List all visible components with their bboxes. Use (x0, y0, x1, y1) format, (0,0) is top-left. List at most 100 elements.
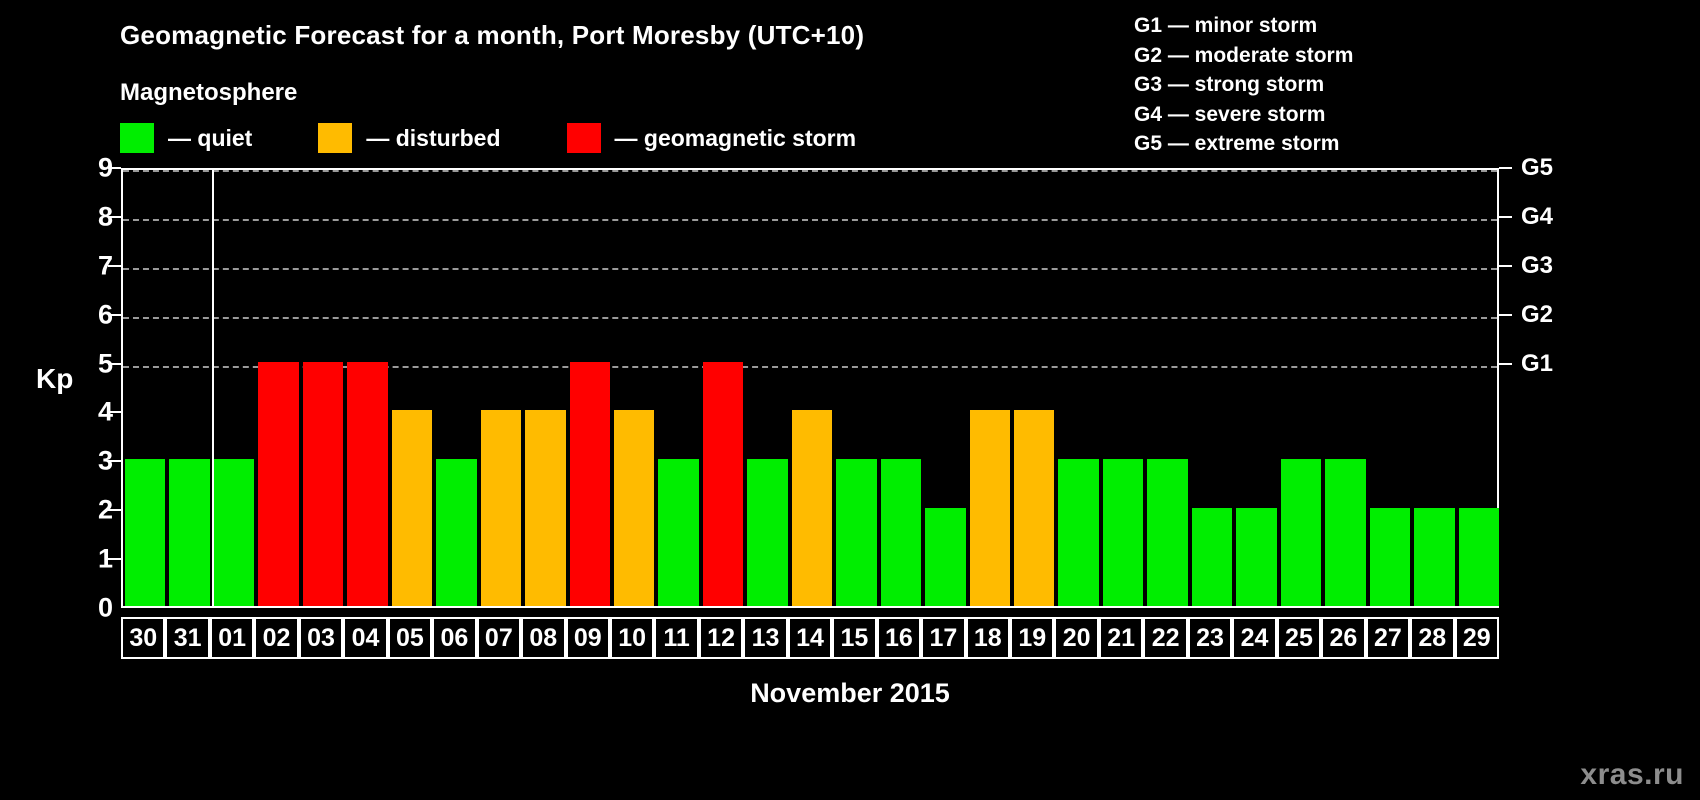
y-tick-label-1: 1 (97, 543, 113, 574)
bar-day-18 (969, 410, 1011, 606)
bar-day-23 (1191, 508, 1233, 606)
day-label-28: 28 (1410, 617, 1455, 659)
day-label-11: 11 (654, 617, 699, 659)
gridline-kp-7 (123, 267, 1497, 270)
g-tick-label-g1: G1 (1521, 349, 1554, 377)
bar-day-02 (258, 361, 299, 606)
g-tick-label-g4: G4 (1521, 202, 1554, 230)
day-label-17: 17 (921, 617, 966, 659)
x-axis-title: November 2015 (750, 678, 950, 708)
y-tick-mark-5 (108, 362, 121, 365)
bars-layer (123, 170, 1499, 606)
gridline-kp-5 (123, 365, 1497, 368)
g-tick-mark-g5 (1499, 167, 1512, 169)
legend-swatch-quiet-icon (120, 123, 154, 153)
day-label-13: 13 (743, 617, 788, 659)
bar-day-10 (613, 410, 655, 606)
bar-day-03 (302, 361, 344, 606)
watermark: xras.ru (1580, 758, 1684, 791)
magnetosphere-heading: Magnetosphere (120, 79, 298, 106)
bar-day-16 (880, 459, 922, 606)
g-scale-row-g5: G5 — extreme storm (1134, 132, 1340, 155)
g-scale-row-g2: G2 — moderate storm (1134, 43, 1354, 67)
day-label-02: 02 (254, 617, 299, 659)
y-tick-label-0: 0 (97, 592, 113, 623)
day-label-29: 29 (1454, 617, 1499, 659)
y-tick-mark-7 (108, 264, 121, 267)
bar-day-01 (213, 459, 255, 606)
y-tick-mark-8 (108, 215, 121, 218)
day-label-20: 20 (1054, 617, 1099, 659)
g-tick-mark-g4 (1499, 215, 1512, 218)
y-tick-label-7: 7 (97, 250, 113, 281)
legend-swatch-storm-icon (566, 123, 601, 153)
bar-day-26 (1325, 459, 1366, 606)
bar-day-22 (1147, 459, 1188, 606)
day-label-30: 30 (121, 617, 166, 659)
y-tick-label-4: 4 (97, 396, 113, 427)
day-label-01: 01 (209, 617, 255, 659)
bar-day-31 (169, 459, 210, 606)
bar-day-08 (525, 410, 566, 606)
bar-day-04 (347, 361, 388, 606)
y-tick-label-8: 8 (97, 201, 113, 232)
g-tick-label-g2: G2 (1521, 300, 1554, 328)
bar-day-14 (791, 410, 833, 606)
y-tick-label-9: 9 (97, 152, 113, 183)
bar-day-27 (1369, 508, 1411, 606)
day-label-21: 21 (1098, 617, 1144, 659)
day-label-25: 25 (1276, 617, 1322, 659)
day-label-08: 08 (521, 617, 566, 659)
y-tick-label-6: 6 (97, 299, 113, 330)
day-label-04: 04 (343, 617, 388, 659)
y-tick-mark-9 (108, 167, 121, 169)
y-tick-mark-4 (108, 411, 121, 414)
x-axis-day-labels: 30 31 01 02 03 04 05 06 07 08 09 10 11 12 13 14 15 16 17 18… (121, 617, 1499, 659)
day-label-19: 19 (1010, 617, 1055, 659)
bar-day-12 (702, 361, 744, 606)
day-label-18: 18 (965, 617, 1011, 659)
day-label-27: 27 (1365, 617, 1411, 659)
day-label-07: 07 (476, 617, 522, 659)
magnetosphere-legend: — quiet — disturbed — geomagnetic storm (120, 122, 856, 154)
bar-day-05 (391, 410, 433, 606)
day-label-22: 22 (1143, 617, 1188, 659)
page-title: Geomagnetic Forecast for a month, Port M… (120, 20, 865, 50)
day-label-09: 09 (565, 617, 610, 659)
bar-day-09 (569, 361, 610, 606)
g-scale-legend: G1 — minor storm G2 — moderate storm G3 … (1134, 11, 1353, 159)
legend-swatch-disturbed-icon (318, 123, 353, 153)
bar-day-19 (1014, 410, 1055, 606)
g-tick-mark-g3 (1499, 264, 1512, 267)
gridline-kp-6 (123, 316, 1497, 319)
bar-day-29 (1458, 508, 1499, 606)
day-label-06: 06 (432, 617, 477, 659)
bar-day-20 (1058, 459, 1099, 606)
legend-label-storm: — geomagnetic storm (614, 124, 857, 151)
legend-item-storm: — geomagnetic storm (566, 123, 857, 153)
y-tick-label-5: 5 (97, 348, 113, 379)
day-label-14: 14 (787, 617, 833, 659)
day-label-24: 24 (1232, 617, 1277, 659)
day-label-03: 03 (298, 617, 344, 659)
day-label-26: 26 (1321, 617, 1366, 659)
legend-label-disturbed: — disturbed (366, 124, 501, 151)
bar-day-13 (747, 459, 788, 606)
g-tick-mark-g1 (1499, 362, 1512, 365)
y-axis-title: Kp (36, 363, 74, 394)
day-label-16: 16 (876, 617, 922, 659)
y-tick-mark-3 (108, 460, 121, 463)
day-label-23: 23 (1187, 617, 1233, 659)
y-tick-label-2: 2 (97, 494, 113, 525)
legend-label-quiet: — quiet (168, 124, 253, 151)
plot-area (121, 168, 1499, 608)
y-tick-mark-6 (108, 313, 121, 316)
day-label-10: 10 (609, 617, 655, 659)
g-tick-label-g3: G3 (1521, 251, 1554, 279)
legend-item-disturbed: — disturbed (318, 123, 501, 153)
bar-day-25 (1280, 459, 1322, 606)
g-scale-row-g4: G4 — severe storm (1134, 102, 1326, 126)
bar-day-11 (658, 459, 699, 606)
y-tick-label-3: 3 (97, 445, 113, 476)
g-tick-label-g5: G5 (1521, 154, 1554, 181)
